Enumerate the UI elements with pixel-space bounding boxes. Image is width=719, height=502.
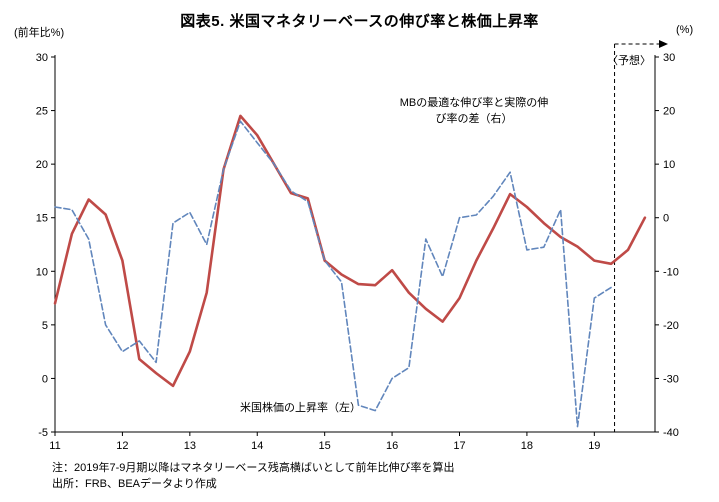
right-axis-tick-label: 0 xyxy=(663,213,669,225)
right-axis-tick-label: -30 xyxy=(663,373,679,385)
right-axis-tick-label: 20 xyxy=(663,106,675,118)
left-axis-unit-label: (前年比%) xyxy=(14,27,65,39)
left-axis-tick-label: 15 xyxy=(36,213,48,225)
x-axis-tick-label: 17 xyxy=(453,440,465,452)
annotation-mb-line1: MBの最適な伸び率と実際の伸 xyxy=(399,97,549,109)
left-axis-tick-label: 25 xyxy=(36,106,48,118)
x-axis-tick-label: 15 xyxy=(319,440,331,452)
x-axis-tick-label: 12 xyxy=(116,440,128,452)
note-source-line2: 出所：FRB、BEAデータより作成 xyxy=(52,478,217,490)
left-axis-tick-label: 30 xyxy=(36,52,48,64)
annotation-mb-line2: び率の差（右） xyxy=(435,112,513,125)
right-axis-unit-label: (%) xyxy=(676,24,694,36)
left-axis-tick-label: 0 xyxy=(42,373,48,385)
left-axis-tick-label: -5 xyxy=(38,427,48,439)
x-axis-tick-label: 11 xyxy=(49,440,60,452)
right-axis-tick-label: 30 xyxy=(663,52,675,64)
x-axis-tick-label: 14 xyxy=(251,440,263,452)
right-axis-tick-label: 10 xyxy=(663,159,675,171)
right-axis-tick-label: -40 xyxy=(663,427,679,439)
x-axis-tick-label: 16 xyxy=(386,440,398,452)
annotation-stock-series-label: 米国株価の上昇率（左） xyxy=(240,402,361,414)
annotation-mb-series-label: MBの最適な伸び率と実際の伸 び率の差（右） xyxy=(383,96,565,128)
series-line-mb-gap xyxy=(54,120,613,428)
right-axis-tick-label: -10 xyxy=(663,266,679,278)
left-axis-tick-label: 20 xyxy=(36,159,48,171)
x-axis-tick-label: 19 xyxy=(588,440,600,452)
forecast-label: 〈予想〉 xyxy=(607,55,651,67)
series-line-stock-price xyxy=(53,114,647,388)
left-axis-tick-label: 10 xyxy=(36,266,48,278)
left-axis-tick-label: 5 xyxy=(42,320,48,332)
x-axis-tick-label: 18 xyxy=(521,440,533,452)
x-axis-tick-label: 13 xyxy=(184,440,196,452)
chart-title: 図表5. 米国マネタリーベースの伸び率と株価上昇率 xyxy=(180,13,539,30)
right-axis-tick-label: -20 xyxy=(663,320,679,332)
note-source-line1: 注：2019年7-9月期以降はマネタリーベース残高横ばいとして前年比伸び率を算出 xyxy=(52,462,455,474)
